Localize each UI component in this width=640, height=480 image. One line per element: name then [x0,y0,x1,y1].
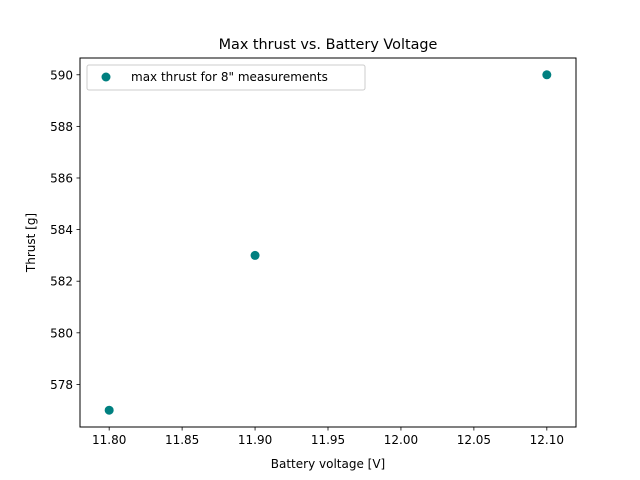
y-tick-label: 580 [50,326,73,340]
y-tick-label: 578 [50,378,73,392]
chart-title: Max thrust vs. Battery Voltage [219,37,438,53]
legend-label: max thrust for 8" measurements [131,70,328,84]
x-axis-ticks: 11.80 11.85 11.90 11.95 12.00 12.05 12.10 [92,427,564,447]
x-tick-label: 11.90 [238,433,272,447]
legend-marker [101,72,111,82]
y-tick-label: 582 [50,275,73,289]
x-tick-label: 11.80 [92,433,126,447]
data-point [250,250,260,260]
data-point [542,70,552,80]
legend-box [86,64,366,91]
x-axis-label: Battery voltage [V] [271,457,385,471]
y-tick-label: 584 [50,223,73,237]
y-axis-ticks: 578 580 582 584 586 588 590 [50,68,80,392]
legend: max thrust for 8" measurements [86,64,366,91]
data-point [104,405,114,415]
x-tick-label: 12.05 [457,433,491,447]
y-axis-label: Thrust [g] [24,213,38,273]
y-tick-label: 588 [50,120,73,134]
x-tick-label: 12.10 [530,433,564,447]
x-tick-label: 11.85 [165,433,199,447]
x-tick-label: 12.00 [384,433,418,447]
data-points [104,70,552,415]
plot-area: 11.80 11.85 11.90 11.95 12.00 12.05 12.10 5785… [50,57,577,447]
y-tick-label: 590 [50,68,73,82]
y-tick-label: 586 [50,171,73,185]
x-tick-label: 11.95 [311,433,345,447]
